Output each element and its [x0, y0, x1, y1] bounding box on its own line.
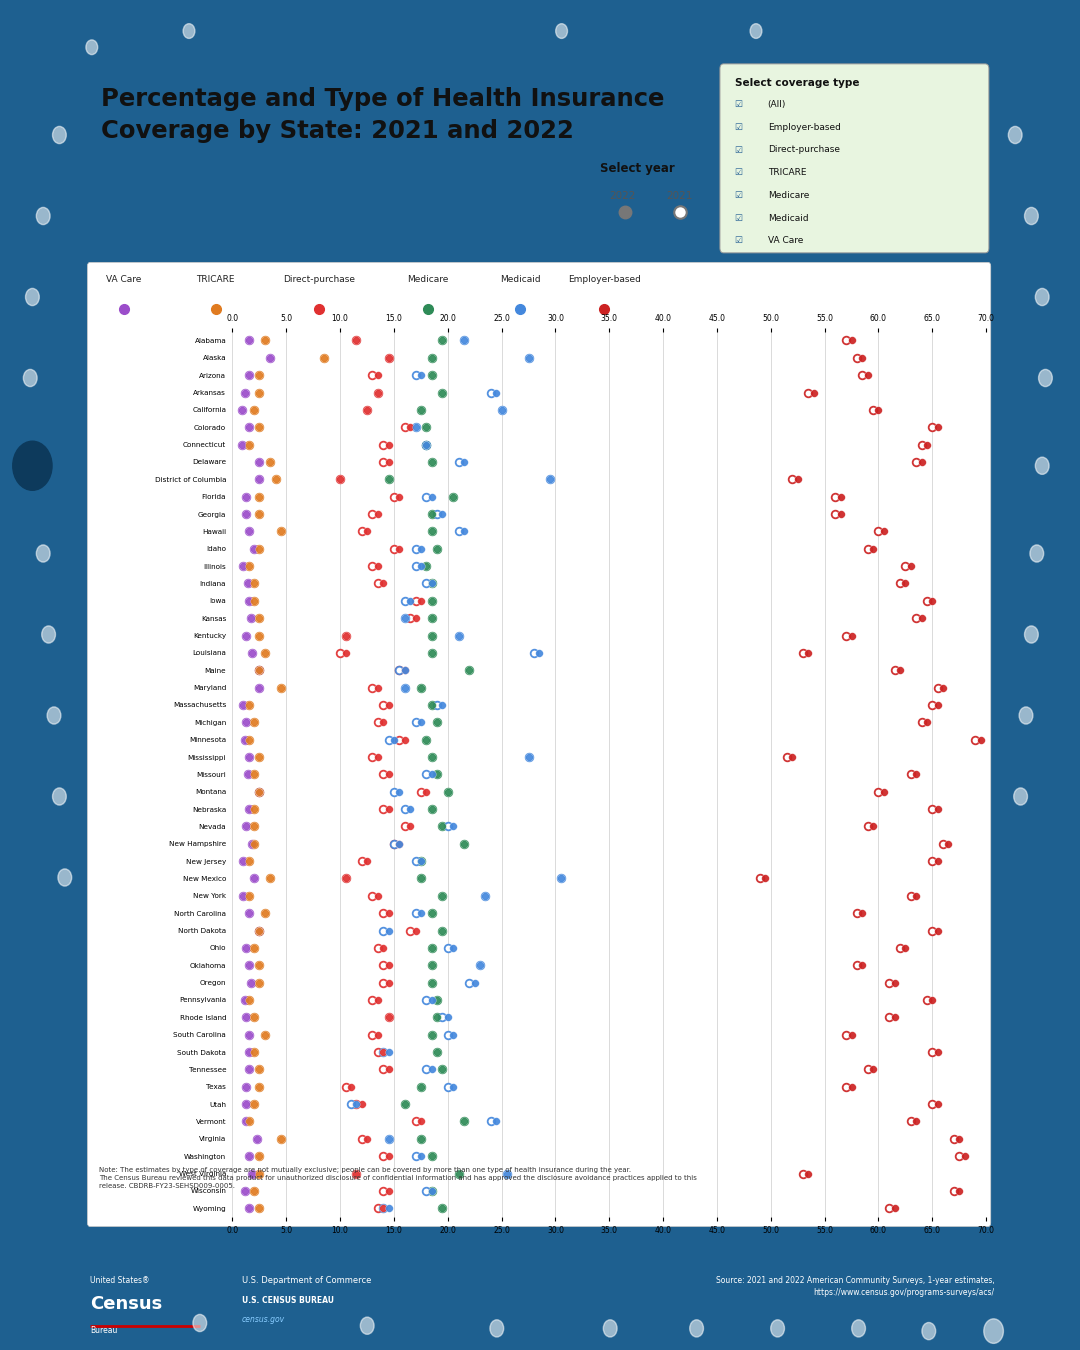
- FancyBboxPatch shape: [87, 262, 990, 1227]
- Text: ☑: ☑: [734, 236, 743, 246]
- Text: U.S. Department of Commerce: U.S. Department of Commerce: [242, 1276, 372, 1285]
- Text: ☑: ☑: [734, 169, 743, 177]
- Text: ☑: ☑: [734, 146, 743, 154]
- Text: Percentage and Type of Health Insurance: Percentage and Type of Health Insurance: [102, 86, 664, 111]
- Text: ☑: ☑: [734, 213, 743, 223]
- Text: Medicaid: Medicaid: [500, 274, 541, 284]
- Text: Select year: Select year: [599, 162, 674, 176]
- FancyBboxPatch shape: [720, 63, 989, 252]
- Text: Select coverage type: Select coverage type: [734, 78, 859, 88]
- Text: ☑: ☑: [734, 100, 743, 109]
- Text: Employer-based: Employer-based: [568, 274, 640, 284]
- Text: Direct-purchase: Direct-purchase: [283, 274, 355, 284]
- Text: Bureau: Bureau: [91, 1326, 118, 1335]
- Text: VA Care: VA Care: [107, 274, 141, 284]
- Text: Medicaid: Medicaid: [768, 213, 808, 223]
- Text: Census: Census: [91, 1295, 162, 1314]
- Text: United States®: United States®: [91, 1276, 150, 1285]
- Text: Direct-purchase: Direct-purchase: [768, 146, 839, 154]
- Text: ☑: ☑: [734, 190, 743, 200]
- Text: Note: The estimates by type of coverage are not mutually exclusive; people can b: Note: The estimates by type of coverage …: [99, 1166, 697, 1188]
- Text: VA Care: VA Care: [768, 236, 804, 246]
- Text: TRICARE: TRICARE: [768, 169, 806, 177]
- Text: TRICARE: TRICARE: [197, 274, 235, 284]
- Text: Medicare: Medicare: [768, 190, 809, 200]
- Text: (All): (All): [768, 100, 786, 109]
- Text: Coverage by State: 2021 and 2022: Coverage by State: 2021 and 2022: [102, 119, 575, 143]
- Text: Employer-based: Employer-based: [768, 123, 840, 132]
- Text: 2022: 2022: [609, 190, 635, 201]
- Text: U.S. CENSUS BUREAU: U.S. CENSUS BUREAU: [242, 1296, 334, 1305]
- Text: 2021: 2021: [665, 190, 692, 201]
- Text: Source: 2021 and 2022 American Community Surveys, 1-year estimates,
https://www.: Source: 2021 and 2022 American Community…: [716, 1276, 995, 1297]
- Text: census.gov: census.gov: [242, 1315, 285, 1323]
- Text: Medicare: Medicare: [407, 274, 448, 284]
- Text: ☑: ☑: [734, 123, 743, 132]
